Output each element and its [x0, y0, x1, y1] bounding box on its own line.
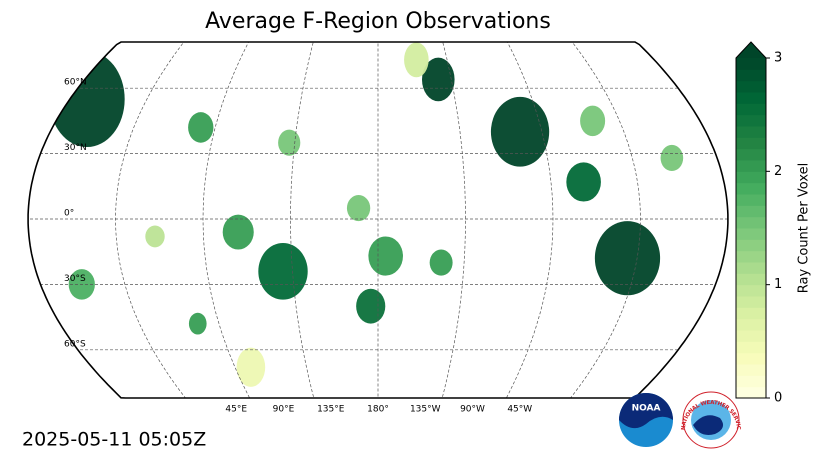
colorbar-tick-label: 1 [774, 277, 782, 292]
colorbar-step [736, 137, 766, 150]
observation-region [258, 242, 308, 300]
observation-region [222, 214, 254, 250]
colorbar-label: Ray Count Per Voxel [797, 163, 812, 293]
colorbar-step [736, 103, 766, 116]
lon-label: 45°E [225, 405, 247, 415]
lon-label: 45°W [507, 405, 532, 415]
colorbar-step [736, 80, 766, 93]
observation-region [594, 221, 661, 296]
colorbar-step [736, 69, 766, 82]
observation-region [421, 57, 455, 102]
colorbar-frame [735, 41, 767, 399]
observation-region [145, 225, 165, 248]
observation-region [368, 236, 403, 276]
lon-label: 135°W [410, 405, 441, 415]
colorbar-step [736, 216, 766, 229]
lat-label: 0° [64, 209, 74, 219]
colorbar-step [736, 341, 766, 354]
lon-label: 90°W [460, 405, 485, 415]
colorbar-step [736, 92, 766, 104]
colorbar-extend [736, 42, 766, 58]
colorbar: 0 1 2 3 Ray Count Per Voxel [735, 41, 812, 406]
observation-region [236, 347, 266, 387]
observation-region [278, 129, 301, 156]
observation-region [356, 288, 386, 324]
colorbar-step [736, 284, 766, 297]
observation-region [188, 312, 207, 335]
colorbar-step [736, 171, 766, 184]
colorbar-step [736, 352, 766, 365]
lon-label: 135°E [317, 405, 345, 415]
colorbar-step [736, 194, 766, 206]
colorbar-step [736, 205, 766, 218]
colorbar-tick-label: 3 [774, 51, 782, 66]
colorbar-step [736, 126, 766, 138]
title: Average F-Region Observations [205, 9, 551, 34]
observation-region [346, 195, 371, 222]
colorbar-step [736, 330, 766, 342]
noaa-text: NOAA [632, 404, 661, 414]
observation-region [566, 162, 601, 202]
meridian [115, 42, 193, 398]
colorbar-step [736, 364, 766, 376]
colorbar-step [736, 250, 766, 263]
colorbar-step [736, 307, 766, 320]
map-outline [27, 41, 729, 399]
lon-label: 90°E [273, 405, 295, 415]
observation-region [660, 144, 684, 172]
observation-region [490, 96, 550, 167]
colorbar-step [736, 239, 766, 252]
colorbar-step [736, 148, 766, 161]
timestamp: 2025-05-11 05:05Z [22, 429, 206, 451]
noaa-top [619, 393, 673, 429]
observation-region [429, 249, 453, 276]
meridian [563, 42, 641, 398]
observation-region [188, 112, 214, 143]
colorbar-step [736, 160, 766, 172]
colorbar-step [736, 273, 766, 286]
noaa-logo: NOAA [619, 393, 673, 447]
observation-region [404, 42, 429, 78]
colorbar-step [736, 114, 766, 127]
observation-region [580, 105, 606, 137]
meridian [290, 42, 317, 398]
meridian [202, 42, 255, 398]
observation-region [49, 51, 125, 148]
graticule-labels: 60°N 30°N 0° 30°S 60°S 45°E 90°E 135°E 180° 135°W… [64, 78, 532, 415]
meridian [501, 42, 554, 398]
colorbar-step [736, 318, 766, 331]
meridian [439, 42, 466, 398]
colorbar-step [736, 386, 766, 399]
lat-label: 30°S [64, 274, 86, 284]
colorbar-tick-label: 0 [774, 391, 782, 406]
colorbar-tick-label: 2 [774, 164, 782, 179]
lon-label: 180° [367, 405, 389, 415]
colorbar-step [736, 58, 766, 70]
nws-cloud [693, 415, 724, 435]
lat-label: 60°N [64, 78, 87, 88]
lat-label: 60°S [64, 339, 86, 349]
lat-label: 30°N [64, 143, 87, 153]
colorbar-step [736, 182, 766, 195]
colorbar-step [736, 228, 766, 240]
colorbar-step [736, 262, 766, 274]
colorbar-step [736, 296, 766, 308]
colorbar-step [736, 375, 766, 388]
